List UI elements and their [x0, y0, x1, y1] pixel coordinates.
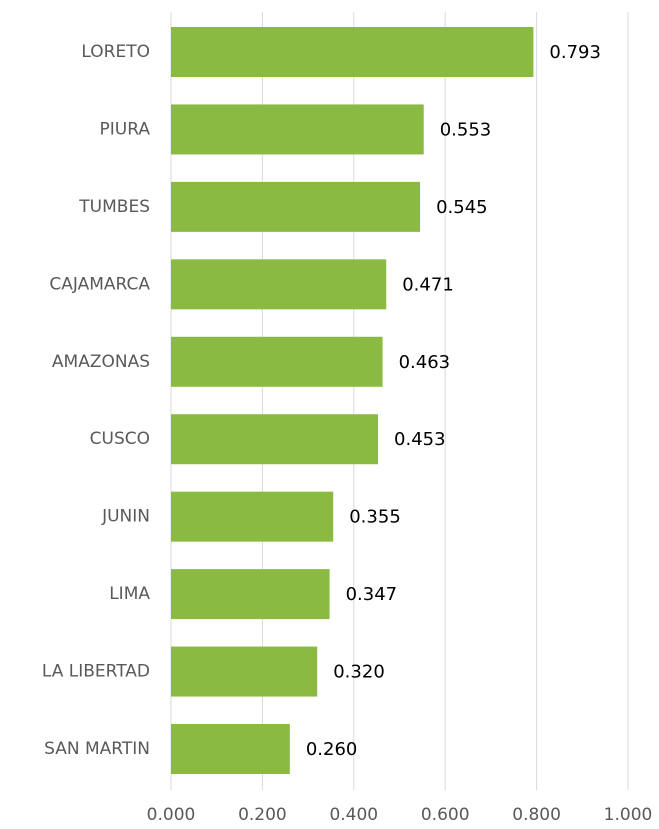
bar: [171, 181, 421, 232]
bar: [171, 27, 534, 77]
y-tick-label: JUNIN: [101, 507, 150, 527]
bar: [171, 646, 318, 697]
y-tick-label: AMAZONAS: [52, 352, 150, 372]
data-label: 0.471: [402, 274, 454, 295]
x-tick-label: 0.800: [512, 805, 561, 825]
y-tick-label: LORETO: [81, 42, 150, 62]
bar: [171, 724, 290, 774]
y-tick-label: PIURA: [100, 119, 151, 139]
bar: [171, 336, 383, 387]
x-tick-label: 0.200: [238, 805, 287, 825]
bar: [171, 414, 379, 465]
y-tick-label: CAJAMARCA: [49, 274, 150, 294]
x-tick-label: 0.000: [147, 805, 196, 825]
x-tick-label: 1.000: [604, 805, 653, 825]
data-label: 0.453: [394, 429, 446, 450]
y-tick-label: TUMBES: [78, 197, 150, 217]
data-label: 0.463: [399, 352, 451, 373]
y-tick-label: SAN MARTIN: [44, 739, 150, 759]
data-label: 0.545: [436, 197, 488, 218]
bar: [171, 259, 387, 310]
bar: [171, 491, 334, 542]
data-label: 0.347: [346, 584, 398, 605]
data-label: 0.320: [333, 662, 385, 683]
y-tick-label: LA LIBERTAD: [42, 662, 150, 682]
data-label: 0.793: [549, 42, 601, 63]
x-tick-label: 0.400: [329, 805, 378, 825]
bar: [171, 104, 424, 155]
data-label: 0.260: [306, 739, 358, 760]
bar: [171, 569, 330, 620]
y-tick-label: LIMA: [109, 584, 150, 604]
data-label: 0.553: [440, 119, 492, 140]
data-label: 0.355: [349, 507, 401, 528]
x-tick-label: 0.600: [421, 805, 470, 825]
y-tick-label: CUSCO: [90, 429, 150, 449]
